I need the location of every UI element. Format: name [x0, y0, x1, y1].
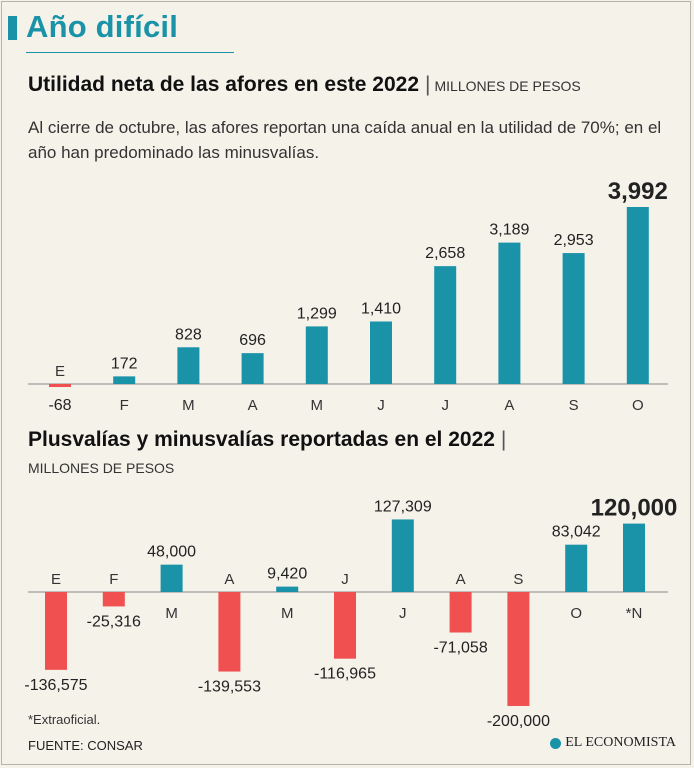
chart1-bar [241, 353, 264, 384]
page-title: Año difícil [26, 9, 179, 44]
chart2-title: Plusvalías y minusvalías reportadas en e… [28, 428, 495, 451]
chart2-data-label: 120,000 [591, 495, 678, 522]
chart1-data-label: 3,992 [608, 178, 668, 205]
footnote: *Extraoficial. [28, 712, 101, 727]
chart2-category-label: A [224, 571, 234, 588]
chart2-bar [160, 564, 183, 592]
logo-mark-icon [550, 737, 562, 749]
chart1-data-label: 1,410 [361, 300, 401, 317]
chart2-data-label: -116,965 [314, 666, 376, 683]
chart2-data-label: -71,058 [433, 640, 487, 657]
chart1-data-label: 828 [175, 326, 202, 343]
chart1-category-label: J [377, 397, 385, 414]
chart1-bar [305, 326, 328, 384]
chart1-bar [370, 321, 392, 384]
chart1-heading: Utilidad neta de las afores en este 2022… [28, 73, 581, 97]
chart1-category-label: E [55, 363, 65, 380]
chart2-data-label: 9,420 [267, 566, 307, 583]
chart1-data-label: 1,299 [297, 305, 337, 322]
chart1-data-label: 172 [111, 355, 138, 372]
title-underline [26, 52, 234, 53]
chart2-data-label: -139,553 [198, 679, 261, 696]
chart2-bar [276, 586, 299, 592]
chart2-bar [391, 519, 414, 592]
chart2-heading: Plusvalías y minusvalías reportadas en e… [28, 428, 506, 452]
chart2-category-label: A [456, 571, 466, 588]
chart1-category-label: A [248, 397, 258, 414]
chart1-category-label: F [120, 397, 129, 414]
chart2-category-label: M [281, 605, 294, 622]
chart2-data-label: 48,000 [147, 544, 196, 561]
chart2-category-label: J [341, 571, 349, 588]
chart2-separator: | [500, 428, 507, 451]
chart1-description: Al cierre de octubre, las afores reporta… [28, 118, 662, 162]
chart1-title: Utilidad neta de las afores en este 2022 [28, 73, 420, 96]
chart2-category-label: M [165, 605, 178, 622]
chart2-bar [449, 592, 472, 633]
chart2-category-label: S [513, 571, 523, 588]
chart1-bar [49, 384, 71, 388]
chart2-category-label: F [109, 571, 118, 588]
chart1-bar [434, 266, 457, 384]
chart2-bar [102, 592, 125, 607]
chart1-data-label: -68 [48, 397, 71, 414]
chart2-bar [45, 592, 67, 670]
chart1-data-label: 3,189 [489, 222, 529, 239]
chart1-units: MILLONES DE PESOS [434, 78, 581, 94]
chart2-bar [623, 523, 645, 592]
chart2-data-label: -200,000 [487, 713, 550, 730]
chart2-category-label: J [399, 605, 407, 622]
source-credit: FUENTE: CONSAR [28, 738, 143, 753]
chart1-data-label: 2,658 [425, 245, 465, 262]
chart2-bar [507, 592, 530, 706]
chart2-category-label: O [570, 605, 582, 622]
chart1-data-label: 696 [239, 332, 266, 349]
chart2-units: MILLONES DE PESOS [28, 460, 175, 476]
chart2-data-label: -25,316 [87, 613, 141, 630]
chart1-bar [498, 242, 521, 384]
chart1-bar [562, 253, 585, 384]
chart2-category-label: *N [626, 605, 643, 622]
chart2-bar [334, 592, 356, 659]
chart1-data-label: 2,953 [554, 232, 594, 249]
chart1-category-label: A [504, 397, 514, 414]
chart1-bar [177, 347, 200, 384]
chart2-bar [565, 544, 588, 592]
publisher-logo: EL ECONOMISTA [550, 735, 676, 751]
chart2-data-label: 127,309 [374, 498, 432, 515]
chart1-category-label: O [632, 397, 644, 414]
chart1-separator: | [425, 73, 431, 96]
chart1-category-label: M [182, 397, 195, 414]
chart2-data-label: 83,042 [552, 524, 601, 541]
chart2-data-label: -136,575 [24, 677, 87, 694]
chart1-bar [113, 376, 136, 384]
chart2-bar [218, 592, 241, 672]
chart1-category-label: J [441, 397, 449, 414]
title-accent-bar [8, 16, 17, 40]
logo-text: EL ECONOMISTA [565, 735, 676, 750]
chart1-category-label: S [569, 397, 579, 414]
chart1-category-label: M [311, 397, 324, 414]
chart2-category-label: E [51, 571, 61, 588]
chart1-bar [626, 207, 649, 384]
